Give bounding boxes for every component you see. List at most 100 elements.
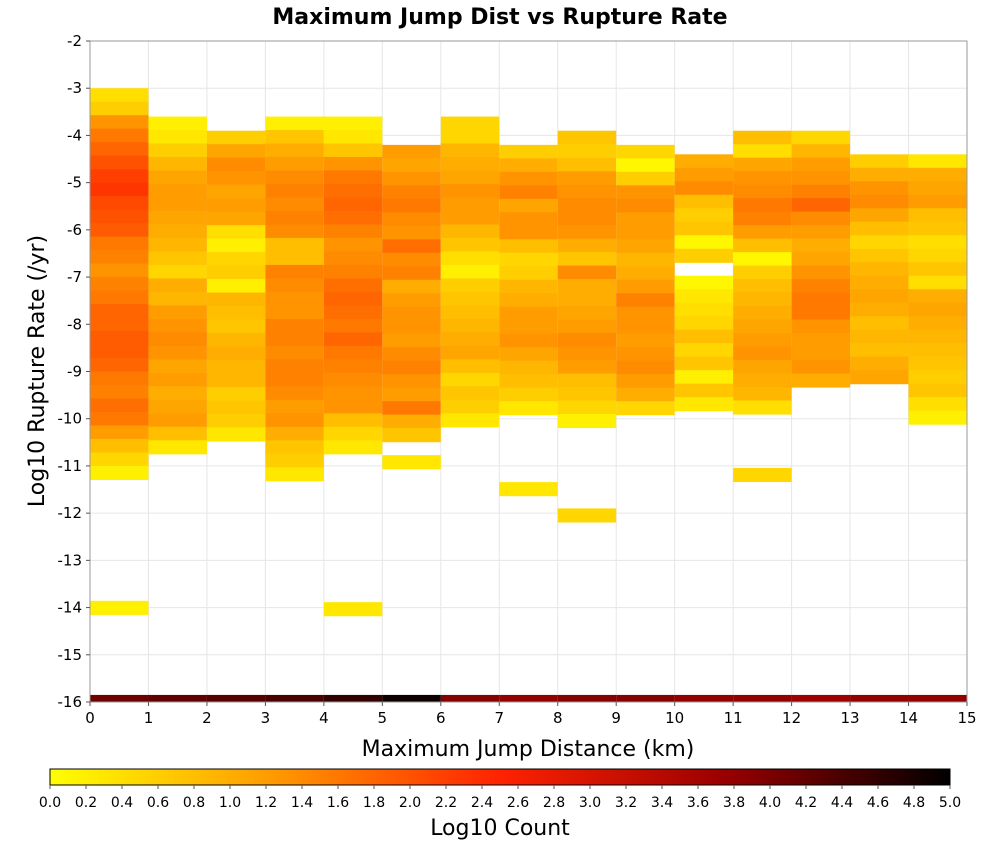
heatmap-cell [90, 277, 149, 292]
heatmap-cell [382, 293, 441, 308]
y-axis-ticks: -2 -3 -4 -5 -6 -7 -8 -9 -10 -11 -12 -13 -14 -15 -16 [58, 32, 90, 711]
x-tick-label: 7 [494, 709, 504, 727]
y-tick-label: -12 [58, 504, 83, 522]
heatmap-cell [674, 370, 734, 385]
heatmap-cell [908, 343, 967, 358]
heatmap-cell [206, 198, 266, 213]
heatmap-cell [265, 426, 324, 441]
heatmap-cell-bottom [674, 694, 734, 702]
heatmap-cell [557, 387, 617, 402]
colorbar-ticks: 0.0 0.2 0.4 0.6 0.8 1.0 1.2 1.4 1.6 1.8 2.0 2.2 2.4 2… [39, 785, 961, 811]
heatmap-cell [90, 128, 149, 143]
colorbar-tick-label: 1.2 [255, 795, 277, 811]
heatmap-cell [148, 440, 207, 455]
heatmap-cell [206, 292, 266, 307]
heatmap-cell [557, 211, 617, 226]
y-tick-label: -6 [67, 221, 82, 239]
heatmap-cell [499, 360, 558, 375]
heatmap-cell [206, 144, 266, 159]
heatmap-cell [90, 398, 149, 413]
heatmap-cell [148, 345, 207, 360]
heatmap-cell [148, 251, 207, 266]
heatmap-cell [908, 329, 967, 344]
heatmap-cell [850, 329, 909, 344]
heatmap-cell [382, 252, 441, 267]
heatmap-cell [791, 157, 851, 172]
heatmap-cell [557, 157, 617, 172]
heatmap-cell-bottom [90, 694, 149, 702]
heatmap-cell [440, 278, 500, 293]
heatmap-cell [674, 235, 734, 250]
heatmap-cell [323, 183, 383, 199]
colorbar-tick-label: 0.6 [147, 795, 169, 811]
heatmap-cell [616, 279, 675, 294]
heatmap-cell [791, 184, 851, 199]
heatmap-cell [206, 157, 266, 172]
heatmap-cell [148, 224, 207, 239]
heatmap-cell [499, 252, 558, 267]
heatmap-cell [323, 440, 383, 455]
x-tick-label: 6 [436, 709, 446, 727]
heatmap-cell [206, 306, 266, 321]
heatmap-cell [791, 225, 851, 240]
heatmap-cell [616, 239, 675, 254]
heatmap-cell [148, 264, 207, 280]
y-tick-label: -9 [67, 363, 82, 381]
heatmap-cell [323, 116, 383, 131]
heatmap-cell [499, 320, 558, 335]
colorbar-tick-label: 2.0 [399, 795, 421, 811]
heatmap-cell [499, 401, 558, 416]
heatmap-cell [90, 465, 149, 480]
heatmap-cell [557, 171, 617, 186]
heatmap-cell [382, 171, 441, 186]
colorbar [49, 768, 951, 786]
heatmap-cell [265, 399, 324, 414]
heatmap-cell [90, 182, 149, 197]
heatmap-cell [440, 116, 500, 131]
heatmap-cell-bottom [440, 694, 500, 702]
heatmap-cell [908, 383, 967, 398]
heatmap-cell [733, 292, 792, 307]
heatmap-cell [499, 185, 558, 200]
heatmap-cell [850, 343, 909, 358]
heatmap-cell [791, 265, 851, 280]
heatmap-cell [616, 158, 675, 173]
colorbar-tick-label: 0.4 [111, 795, 133, 811]
heatmap-cell [850, 235, 909, 250]
heatmap-cell [90, 600, 149, 615]
heatmap-cell [733, 130, 792, 145]
heatmap-cell [90, 371, 149, 386]
heatmap-cell [557, 373, 617, 388]
x-tick-label: 3 [261, 709, 271, 727]
heatmap-cell [674, 275, 734, 290]
heatmap-cell [265, 372, 324, 387]
heatmap-cell [674, 221, 734, 236]
heatmap-cell [440, 237, 500, 253]
heatmap-cell [791, 130, 851, 145]
colorbar-tick-label: 3.0 [579, 795, 601, 811]
x-tick-label: 2 [202, 709, 212, 727]
heatmap-cell [323, 251, 383, 266]
colorbar-tick-label: 3.8 [723, 795, 745, 811]
heatmap-cell [265, 291, 324, 306]
heatmap-cell [148, 318, 207, 333]
heatmap-cell [323, 372, 383, 387]
heatmap-cell [908, 316, 967, 331]
colorbar-tick-label: 4.2 [795, 795, 817, 811]
heatmap-cell [323, 224, 383, 239]
heatmap-cell [499, 293, 558, 308]
heatmap-cell [148, 170, 207, 185]
heatmap-cell [908, 248, 967, 263]
heatmap-cell [557, 400, 617, 415]
colorbar-tick-label: 1.0 [219, 795, 241, 811]
heatmap-cell [733, 171, 792, 186]
heatmap-cell [791, 198, 851, 213]
heatmap-cell [908, 221, 967, 236]
heatmap-cell [616, 360, 675, 375]
heatmap-cell [791, 211, 851, 226]
y-tick-label: -8 [67, 315, 82, 333]
heatmap-cell [90, 384, 149, 400]
heatmap-cell [674, 289, 734, 304]
heatmap-cell [206, 333, 266, 348]
heatmap-cell [908, 167, 967, 182]
